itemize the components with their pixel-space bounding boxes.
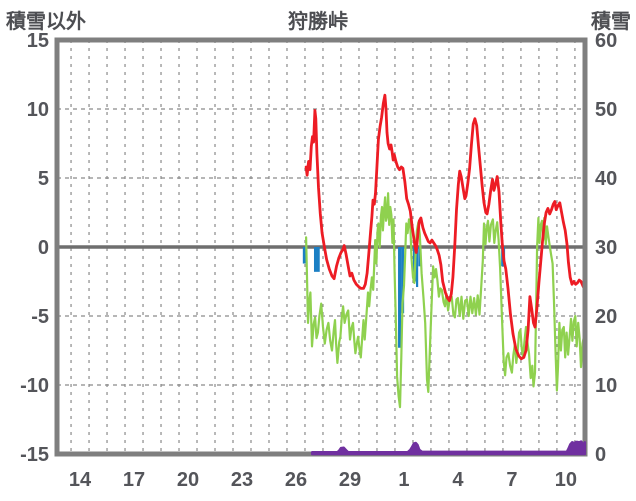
green-line bbox=[305, 192, 587, 409]
blue-bars bbox=[313, 247, 320, 272]
x-axis-tick: 14 bbox=[69, 469, 92, 491]
left-axis-tick: 0 bbox=[38, 237, 49, 259]
blue-bars bbox=[416, 247, 419, 288]
red-line bbox=[304, 93, 587, 361]
blue-bars bbox=[398, 247, 402, 348]
right-axis-tick: 30 bbox=[595, 237, 617, 259]
right-axis-tick: 50 bbox=[595, 99, 617, 121]
left-axis-tick: 15 bbox=[27, 30, 49, 52]
blue-bars bbox=[401, 247, 405, 314]
x-axis-tick: 1 bbox=[398, 469, 409, 491]
purple-snow bbox=[310, 440, 587, 456]
right-axis-tick: 10 bbox=[595, 375, 617, 397]
blue-bars bbox=[302, 247, 307, 264]
right-axis-title: 積雪 bbox=[591, 11, 631, 33]
x-axis-tick: 29 bbox=[339, 469, 361, 491]
x-axis-tick: 10 bbox=[555, 469, 577, 491]
x-axis-tick: 20 bbox=[177, 469, 199, 491]
left-axis-tick: -15 bbox=[20, 444, 49, 466]
right-axis-tick: 0 bbox=[595, 444, 606, 466]
x-axis-tick: 4 bbox=[452, 469, 464, 491]
x-axis-tick: 23 bbox=[231, 469, 253, 491]
left-axis-tick: 10 bbox=[27, 99, 49, 121]
x-axis-tick: 26 bbox=[285, 469, 307, 491]
left-axis-tick: 5 bbox=[38, 168, 49, 190]
chart-title: 狩勝峠 bbox=[288, 11, 348, 33]
blue-bars bbox=[418, 247, 421, 267]
x-axis-tick: 7 bbox=[506, 469, 517, 491]
right-axis-tick: 20 bbox=[595, 306, 617, 328]
x-axis-tick: 17 bbox=[123, 469, 145, 491]
right-axis-tick: 60 bbox=[595, 30, 617, 52]
right-axis-tick: 40 bbox=[595, 168, 617, 190]
left-axis-tick: -10 bbox=[20, 375, 49, 397]
left-axis-tick: -5 bbox=[31, 306, 49, 328]
left-axis-title: 積雪以外 bbox=[6, 11, 86, 33]
